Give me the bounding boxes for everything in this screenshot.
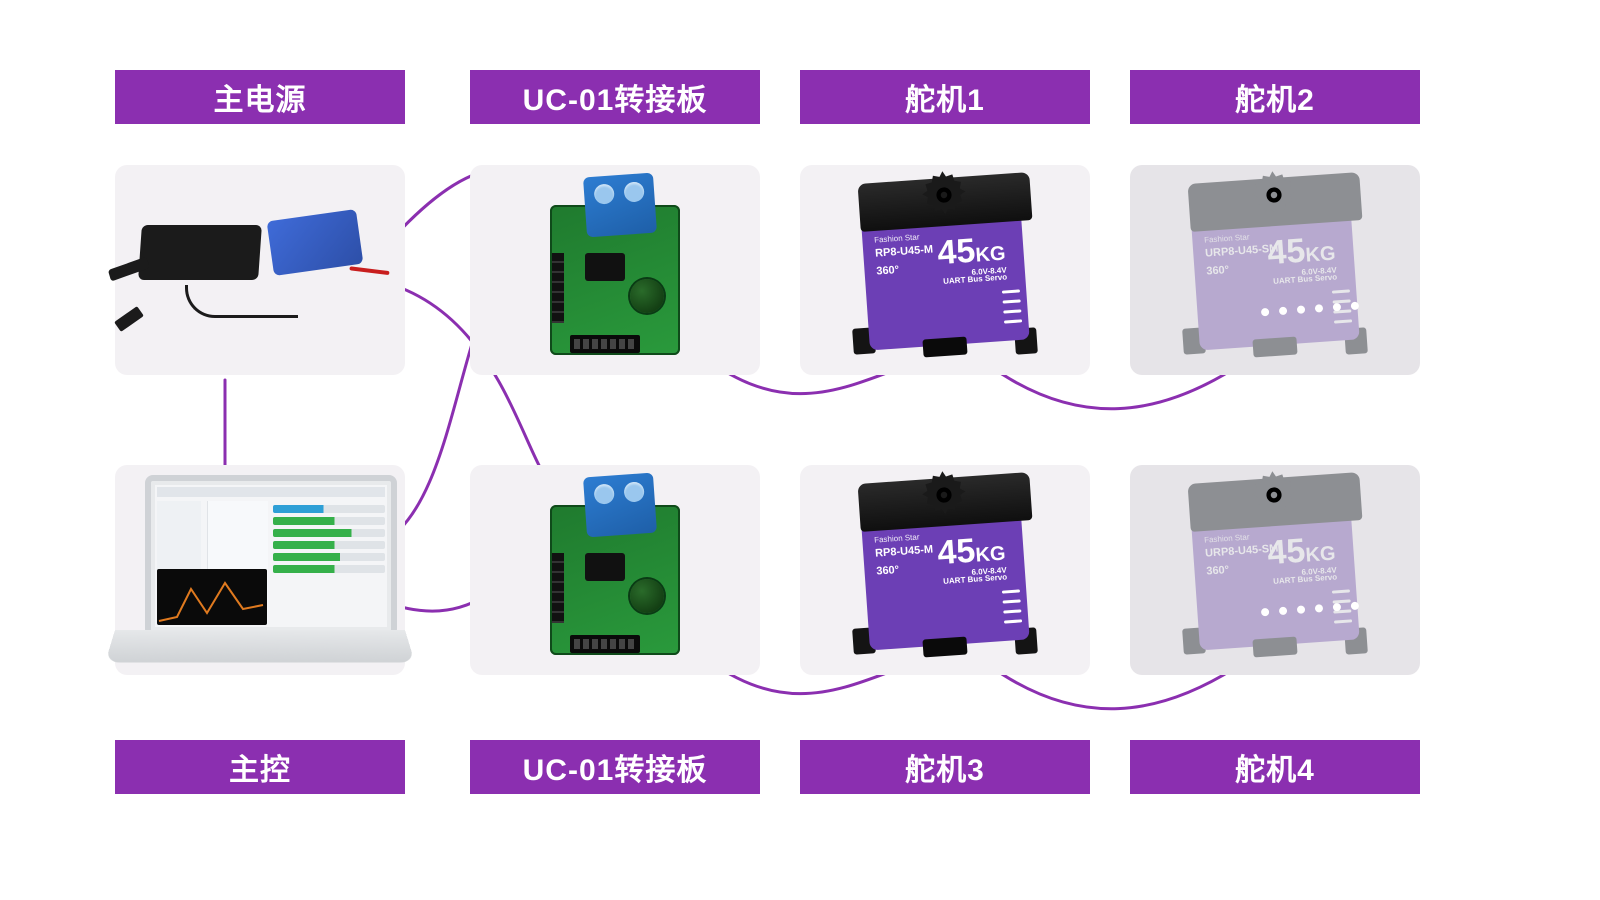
card-servo4: Fashion StarURP8-U45-SM360°45KG6.0V-8.4V… — [1130, 465, 1420, 675]
label-top-0: 主电源 — [115, 70, 405, 124]
label-top-3: 舵机2 — [1130, 70, 1420, 124]
card-power — [115, 165, 405, 375]
servo-torque-num: 45 — [1266, 236, 1306, 269]
servo-torque-num: 45 — [936, 536, 976, 569]
servo-torque-num: 45 — [936, 236, 976, 269]
servo-torque-num: 45 — [1266, 536, 1306, 569]
label-top-2: 舵机1 — [800, 70, 1090, 124]
card-host — [115, 465, 405, 675]
label-bottom-1: UC-01转接板 — [470, 740, 760, 794]
servo-torque-unit: KG — [1305, 545, 1336, 565]
servo-torque-unit: KG — [1305, 245, 1336, 265]
card-uc_bot — [470, 465, 760, 675]
label-bottom-0: 主控 — [115, 740, 405, 794]
card-servo2: Fashion StarURP8-U45-SM360°45KG6.0V-8.4V… — [1130, 165, 1420, 375]
card-servo3: Fashion StarRP8-U45-M360°45KG6.0V-8.4VUA… — [800, 465, 1090, 675]
servo-torque-unit: KG — [975, 545, 1006, 565]
servo-torque-unit: KG — [975, 245, 1006, 265]
label-bottom-3: 舵机4 — [1130, 740, 1420, 794]
label-top-1: UC-01转接板 — [470, 70, 760, 124]
label-bottom-2: 舵机3 — [800, 740, 1090, 794]
card-uc_top — [470, 165, 760, 375]
card-servo1: Fashion StarRP8-U45-M360°45KG6.0V-8.4VUA… — [800, 165, 1090, 375]
